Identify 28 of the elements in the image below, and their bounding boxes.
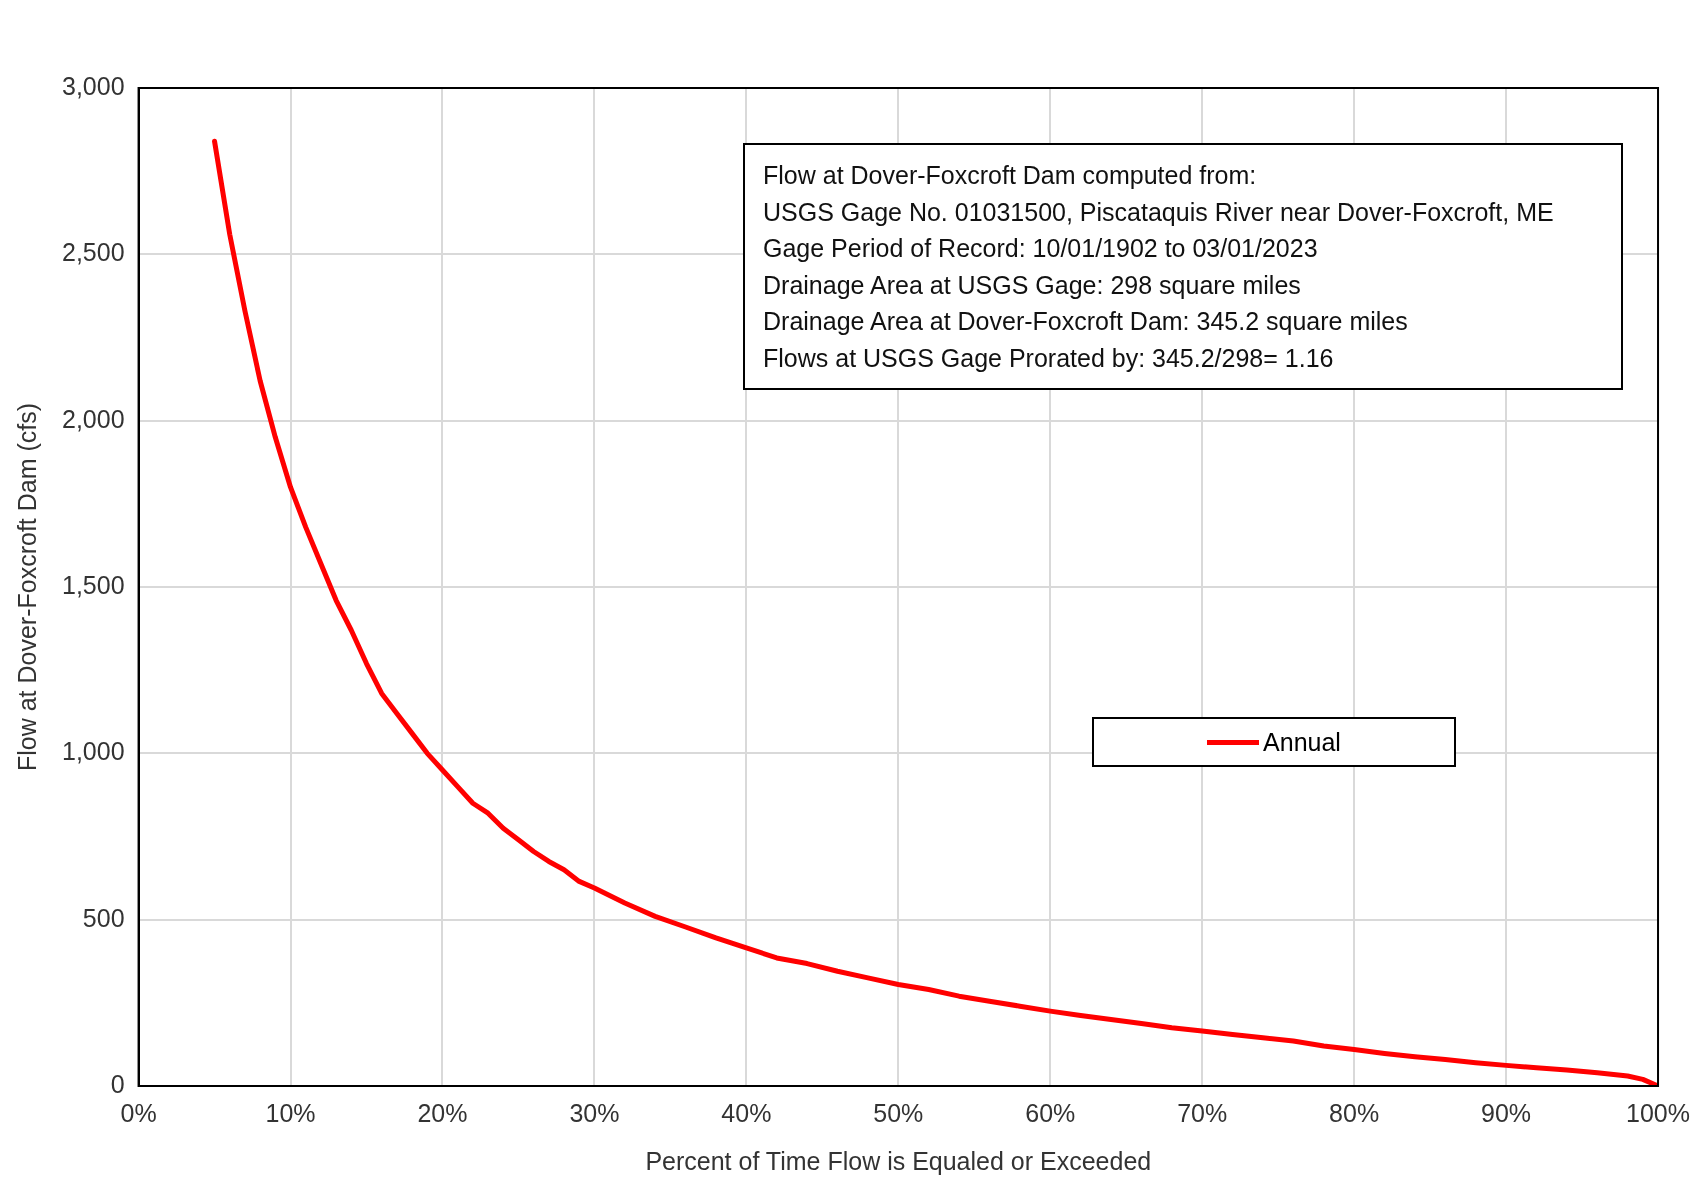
annotation: Drainage Area at USGS Gage: 298 square miles — [763, 269, 1302, 301]
x-tick-label: 30% — [569, 1098, 620, 1127]
y-axis-title: Flow at Dover-Foxcroft Dam (cfs) — [12, 402, 41, 772]
annotation: USGS Gage No. 01031500, Piscataquis River near Dover-Foxcroft, ME — [763, 196, 1555, 228]
legend-box: Annual — [1092, 717, 1456, 767]
x-tick-label: 60% — [1025, 1098, 1076, 1127]
x-axis-title: Percent of Time Flow is Equaled or Exceeded — [645, 1146, 1152, 1175]
y-tick-label: 3,000 — [62, 71, 125, 100]
annotation: Drainage Area at Dover-Foxcroft Dam: 345.2 square miles — [763, 306, 1409, 337]
x-tick-label: 70% — [1177, 1098, 1228, 1127]
x-tick-label: 10% — [265, 1098, 316, 1127]
y-tick-label: 500 — [82, 903, 125, 932]
annotation: Gage Period of Record: 10/01/1902 to 03/01/2023 — [763, 233, 1319, 264]
x-tick-label: 100% — [1626, 1098, 1691, 1127]
annotation: Flow at Dover-Foxcroft Dam computed from: — [763, 160, 1258, 191]
y-tick-label: 0 — [110, 1069, 125, 1098]
y-tick-label: 1,000 — [62, 737, 125, 766]
x-tick-label: 40% — [721, 1098, 772, 1127]
x-tick-label: 90% — [1481, 1098, 1532, 1127]
x-tick-label: 80% — [1329, 1098, 1380, 1127]
y-tick-label: 2,500 — [62, 238, 125, 267]
y-tick-label: 1,500 — [62, 570, 125, 599]
x-tick-label: 20% — [417, 1098, 468, 1127]
y-tick-label: 2,000 — [62, 404, 125, 433]
x-tick-label: 50% — [873, 1098, 924, 1127]
legend-label: Annual — [1263, 727, 1341, 757]
x-tick-label: 0% — [120, 1098, 157, 1127]
annotation: Flows at USGS Gage Prorated by: 345.2/298= 1.16 — [763, 342, 1335, 374]
